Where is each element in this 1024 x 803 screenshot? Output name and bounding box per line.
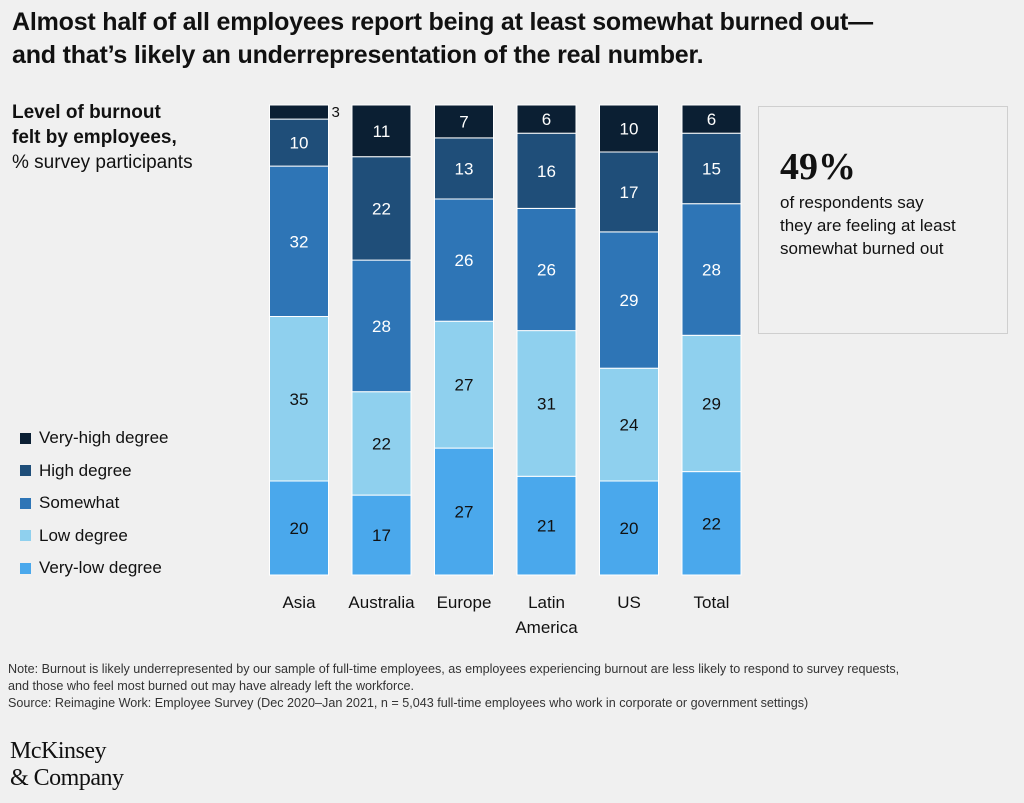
category-label: Asia <box>282 593 316 612</box>
bar-value-label: 22 <box>372 199 391 218</box>
bar-value-label: 10 <box>290 134 309 153</box>
headline-line-1: Almost half of all employees report bein… <box>12 8 873 36</box>
bar-segment <box>599 104 659 153</box>
subtitle-bold-line-1: Level of burnout <box>12 102 161 123</box>
bar-value-label: 31 <box>537 394 556 413</box>
subtitle-unit: % survey participants <box>12 152 193 173</box>
bar-value-label: 28 <box>372 317 391 336</box>
chart-subtitle: Level of burnout felt by employees, % su… <box>12 100 252 175</box>
footnote-note-line-2: and those who feel most burned out may h… <box>8 679 415 693</box>
bar-segment <box>516 475 577 576</box>
mckinsey-logo: McKinsey & Company <box>10 738 124 792</box>
category-label: Australia <box>348 593 415 612</box>
bar-segment <box>681 471 742 576</box>
callout-value: 49% <box>780 146 856 188</box>
bar-value-label: 15 <box>702 159 721 178</box>
footnote: Note: Burnout is likely underrepresented… <box>8 661 1018 712</box>
legend-item-very-low: Very-low degree <box>20 552 168 585</box>
category-label: Latin <box>528 593 565 612</box>
footnote-note-line-1: Note: Burnout is likely underrepresented… <box>8 662 900 676</box>
bar-value-label: 27 <box>455 503 474 522</box>
bar-value-label: 29 <box>620 291 639 310</box>
bar-value-label: 27 <box>455 376 474 395</box>
legend-label: Somewhat <box>39 493 120 513</box>
bar-segment <box>351 494 412 576</box>
logo-line-2: & Company <box>10 765 124 791</box>
bar-value-label: 29 <box>702 394 721 413</box>
bar-segment <box>434 447 494 576</box>
legend-swatch <box>20 562 31 574</box>
subtitle-bold-line-2: felt by employees, <box>12 127 177 148</box>
bar-value-label: 21 <box>537 517 556 536</box>
legend-label: Very-high degree <box>39 428 169 448</box>
bar-segment <box>351 104 412 158</box>
bar-segment <box>599 151 659 233</box>
legend-swatch <box>20 432 31 444</box>
bar-segment <box>516 207 577 332</box>
bar-segment <box>269 118 329 167</box>
bar-segment <box>681 104 742 134</box>
bar-segment <box>351 259 412 393</box>
legend-label: Low degree <box>39 525 128 545</box>
category-label: America <box>515 618 578 637</box>
legend-item-low: Low degree <box>20 520 168 553</box>
bar-segment <box>269 480 329 576</box>
bar-segment <box>516 104 577 134</box>
footnote-source: Source: Reimagine Work: Employee Survey … <box>8 696 809 710</box>
legend-swatch <box>20 497 31 509</box>
bar-segment <box>434 104 494 139</box>
bar-segment <box>269 104 329 120</box>
bar-segment <box>599 231 659 369</box>
bar-segment <box>681 203 742 336</box>
legend-item-somewhat: Somewhat <box>20 487 168 520</box>
bar-value-label: 24 <box>620 416 639 435</box>
legend-swatch <box>20 530 31 542</box>
bar-value-label: 11 <box>373 122 391 141</box>
legend-swatch <box>20 465 31 477</box>
bar-segment <box>351 156 412 261</box>
bar-value-label: 3 <box>332 104 340 121</box>
callout-text: of respondents say they are feeling at l… <box>780 193 956 258</box>
category-label: Europe <box>437 593 492 612</box>
bar-value-label: 20 <box>290 519 309 538</box>
bar-value-label: 35 <box>290 390 309 409</box>
bar-value-label: 10 <box>620 120 639 139</box>
legend-label: High degree <box>39 460 132 480</box>
bar-segment <box>269 165 329 317</box>
bar-value-label: 6 <box>542 110 551 129</box>
bar-value-label: 22 <box>372 434 391 453</box>
bar-segment <box>516 330 577 477</box>
category-label: Total <box>694 593 730 612</box>
bar-value-label: 16 <box>537 162 556 181</box>
category-label: US <box>617 593 641 612</box>
bar-value-label: 28 <box>702 261 721 280</box>
chart-headline: Almost half of all employees report bein… <box>12 6 1012 72</box>
bar-value-label: 32 <box>290 232 309 251</box>
bar-value-label: 26 <box>537 261 556 280</box>
bar-segment <box>599 367 659 482</box>
bar-segment <box>351 391 412 496</box>
bar-segment <box>269 316 329 482</box>
bar-value-label: 26 <box>455 251 474 270</box>
legend-label: Very-low degree <box>39 558 162 578</box>
headline-line-2: and that’s likely an underrepresentation… <box>12 41 704 69</box>
bar-value-label: 17 <box>372 526 391 545</box>
legend-item-very-high: Very-high degree <box>20 422 168 455</box>
legend-item-high: High degree <box>20 455 168 488</box>
bar-segment <box>516 132 577 209</box>
bar-value-label: 17 <box>620 183 639 202</box>
bar-segment <box>434 320 494 449</box>
chart-legend: Very-high degree High degree Somewhat Lo… <box>20 422 168 585</box>
bar-value-label: 7 <box>459 112 468 131</box>
bar-value-label: 22 <box>702 514 721 533</box>
callout-box: 49% of respondents say they are feeling … <box>758 106 1008 334</box>
bar-value-label: 13 <box>455 159 474 178</box>
logo-line-1: McKinsey <box>10 738 106 764</box>
bar-value-label: 6 <box>707 110 716 129</box>
bar-value-label: 20 <box>620 519 639 538</box>
